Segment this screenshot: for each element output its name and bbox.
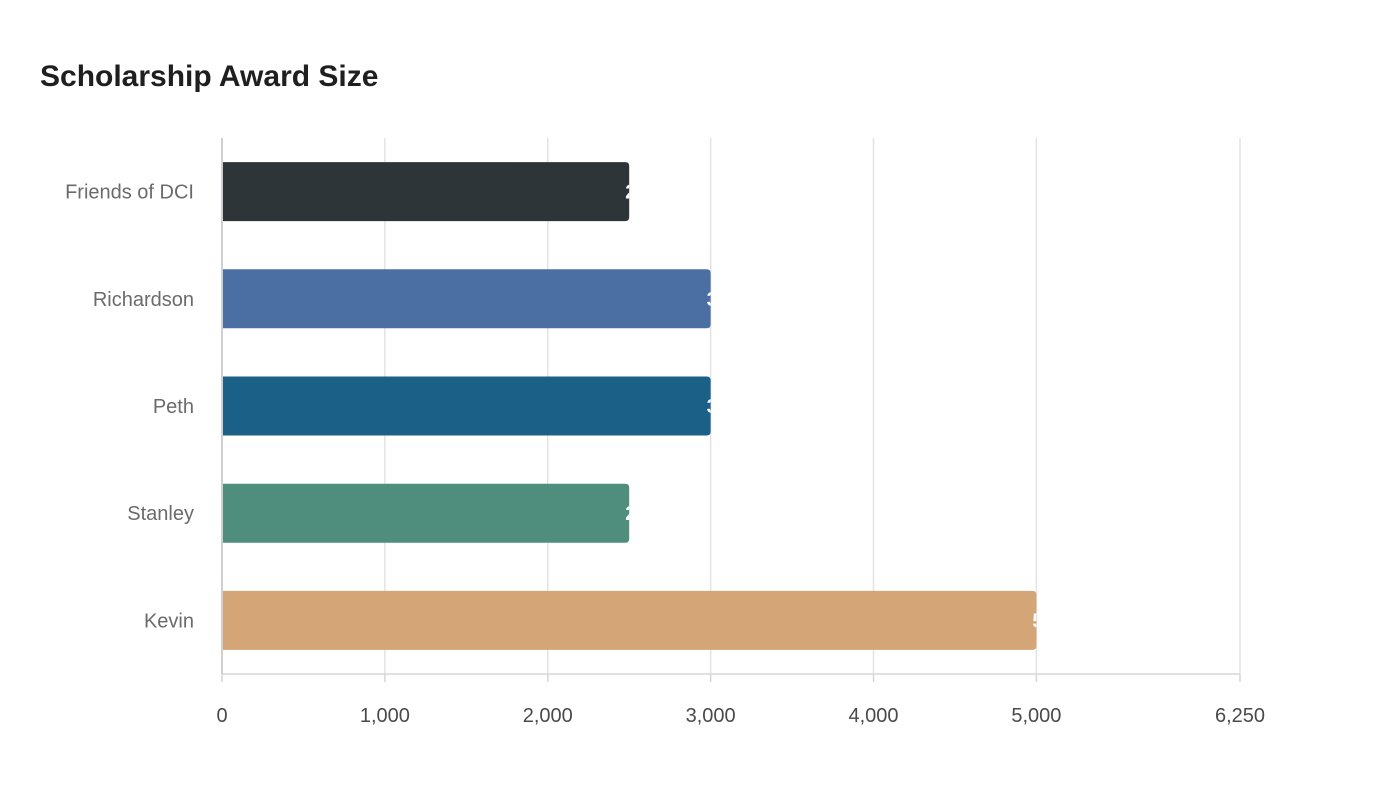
category-label: Kevin [144, 610, 194, 632]
data-label: 2 [625, 503, 636, 525]
chart-title: Scholarship Award Size [40, 60, 379, 93]
x-tick-label: 0 [216, 705, 227, 727]
x-tick-label: 2,000 [523, 705, 573, 727]
x-tick-label: 5,000 [1011, 705, 1061, 727]
category-label: Peth [153, 396, 194, 418]
x-tick-label: 3,000 [686, 705, 736, 727]
bar [222, 376, 711, 436]
category-label: Richardson [93, 289, 194, 311]
x-tick-label: 6,250 [1215, 705, 1265, 727]
category-label: Stanley [127, 503, 194, 525]
category-label: Friends of DCI [65, 182, 194, 204]
data-label: 3 [707, 289, 718, 311]
bar [222, 162, 630, 222]
data-label: 3 [707, 396, 718, 418]
bar [222, 483, 630, 543]
bar [222, 269, 711, 329]
data-label: 5 [1032, 610, 1043, 632]
data-label: 2 [625, 182, 636, 204]
bar [222, 590, 1037, 650]
x-tick-label: 1,000 [360, 705, 410, 727]
x-tick-label: 4,000 [848, 705, 898, 727]
